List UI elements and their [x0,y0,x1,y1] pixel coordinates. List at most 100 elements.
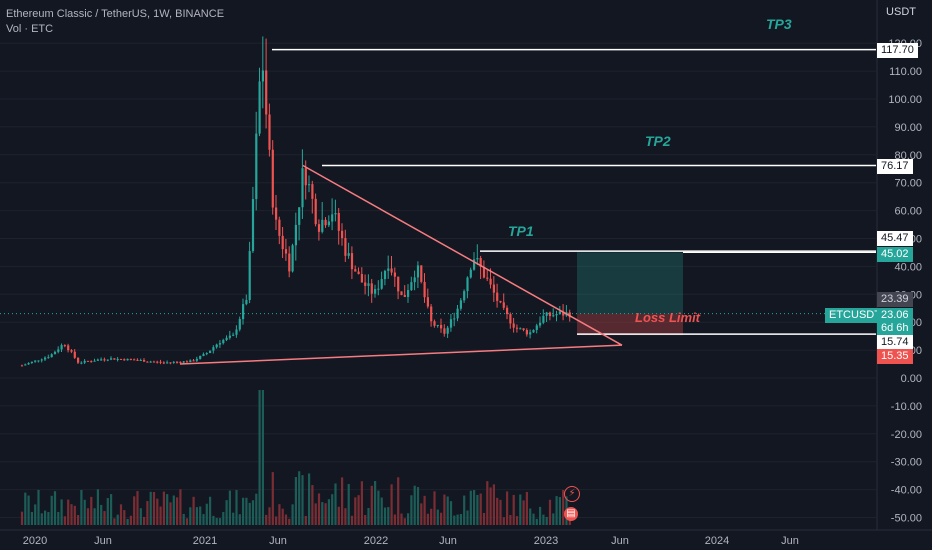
candle-body [364,282,367,286]
volume-bar [189,507,192,525]
candle-body [449,319,453,328]
candle-body [60,345,63,350]
candle-body [40,359,43,361]
volume-bars [20,390,571,525]
lightning-icon[interactable]: ⚡ [564,486,580,502]
volume-bar [436,509,439,525]
candle-body [152,361,156,363]
volume-bar [459,514,462,525]
price-tick: 80.00 [894,150,922,162]
candle-body [129,358,132,360]
volume-bar [380,497,383,525]
candle-body [522,328,525,331]
upper-trendline [302,164,623,346]
candle-body [370,283,373,294]
volume-bar [449,501,453,525]
time-tick: 2022 [364,535,388,547]
volume-bar [44,510,47,525]
volume-bar [20,511,24,525]
volume-bar [80,489,83,525]
loss-limit-label: Loss Limit [635,310,701,325]
volume-bar [298,471,301,525]
volume-bar [532,513,535,525]
volume-bar [275,516,278,525]
volume-bar [515,516,519,525]
tag-last-price: 23.06 [877,308,913,323]
candle-body [324,219,327,226]
candle-body [222,340,225,344]
volume-bar [440,512,443,525]
time-tick: 2024 [705,535,729,547]
volume-bar [423,495,426,525]
volume-bar [294,477,297,525]
volume-bar [446,496,449,525]
volume-bar [512,494,515,525]
volume-bar [50,495,53,525]
candle-body [453,318,456,320]
candle-body [558,311,561,314]
tag-target: 45.02 [877,247,913,262]
candle-body [103,359,106,361]
candle-body [535,325,538,330]
volume-bar [195,507,198,525]
volume-bar [37,489,40,525]
candle-body [172,361,175,363]
time-tick: 2023 [534,535,558,547]
candle-body [110,358,113,360]
candle-body [367,283,370,286]
candle-body [393,272,396,277]
candle-body [73,351,76,358]
volume-bar [443,494,446,525]
candle-body [248,251,251,301]
candle-body [387,268,390,271]
candle-body [512,323,515,328]
tp1-label: TP1 [508,223,534,239]
time-tick: 2020 [23,535,47,547]
candle-body [496,292,499,301]
volume-bar [390,484,393,525]
volume-bar [156,498,159,525]
candle-body [199,355,202,359]
candle-body [271,149,274,208]
volume-bar [403,518,406,525]
candle-body [284,249,288,254]
candle-body [195,358,198,361]
volume-bar [473,490,476,525]
candle-body [100,359,103,361]
volume-bar [251,500,255,525]
symbol-tag[interactable]: ETCUSDT [825,308,885,323]
candle-body [545,312,548,316]
candle-body [275,207,278,220]
candle-body [162,362,165,364]
volume-bar [93,508,96,525]
volume-bar [486,481,489,525]
candle-body [476,258,479,260]
volume-bar [77,515,80,525]
volume-bar [192,496,195,525]
tag-tp3: 117.70 [877,43,918,58]
candle-body [486,277,489,279]
volume-bar [123,510,126,525]
candle-body [327,221,330,226]
volume-bar [96,489,99,525]
candle-body [149,361,152,363]
volume-bar [169,502,172,525]
volume-bar [73,505,76,525]
candle-body [90,361,93,363]
time-tick: Jun [94,535,112,547]
tag-countdown: 6d 6h [877,321,913,336]
volume-bar [393,514,396,525]
volume-bar [228,490,231,525]
candle-body [251,199,255,252]
candle-body [228,335,231,338]
volume-bar [354,497,357,525]
time-tick: Jun [269,535,287,547]
candle-body [344,238,347,256]
candle-body [123,359,126,361]
tag-tp1-upper: 45.47 [877,231,913,246]
volume-bar [545,516,548,525]
candle-body [532,329,535,333]
flag-icon[interactable]: ▤ [564,507,578,521]
volume-bar [492,484,495,525]
